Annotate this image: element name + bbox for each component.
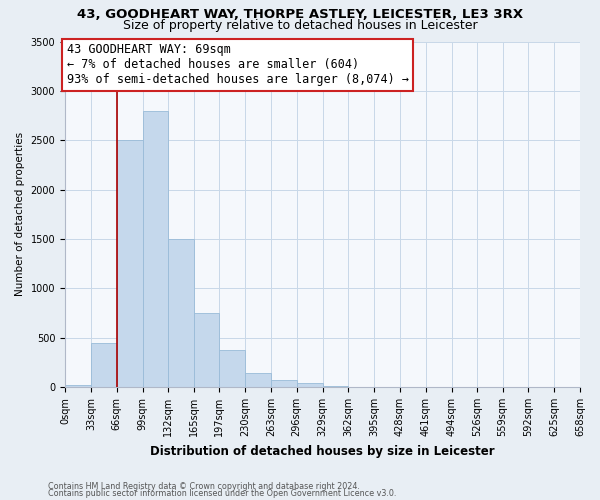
Bar	[116, 140, 143, 387]
Bar	[219, 350, 245, 387]
Bar	[143, 110, 169, 387]
Text: Contains public sector information licensed under the Open Government Licence v3: Contains public sector information licen…	[48, 488, 397, 498]
Bar	[245, 373, 271, 387]
Text: 43 GOODHEART WAY: 69sqm
← 7% of detached houses are smaller (604)
93% of semi-de: 43 GOODHEART WAY: 69sqm ← 7% of detached…	[67, 44, 409, 86]
X-axis label: Distribution of detached houses by size in Leicester: Distribution of detached houses by size …	[150, 444, 495, 458]
Text: Contains HM Land Registry data © Crown copyright and database right 2024.: Contains HM Land Registry data © Crown c…	[48, 482, 360, 491]
Bar	[169, 239, 194, 387]
Bar	[271, 380, 296, 387]
Bar	[65, 385, 91, 387]
Y-axis label: Number of detached properties: Number of detached properties	[15, 132, 25, 296]
Bar	[296, 383, 323, 387]
Bar	[91, 342, 116, 387]
Bar	[194, 313, 219, 387]
Text: 43, GOODHEART WAY, THORPE ASTLEY, LEICESTER, LE3 3RX: 43, GOODHEART WAY, THORPE ASTLEY, LEICES…	[77, 8, 523, 20]
Text: Size of property relative to detached houses in Leicester: Size of property relative to detached ho…	[122, 18, 478, 32]
Bar	[323, 386, 349, 387]
